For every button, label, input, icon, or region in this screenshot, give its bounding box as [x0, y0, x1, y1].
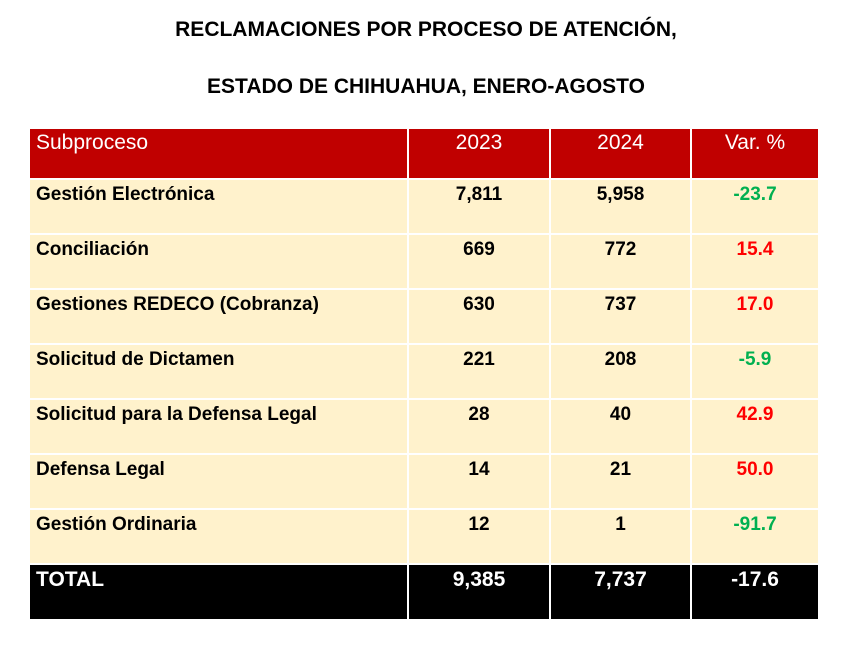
header-subproceso: Subproceso	[28, 127, 409, 180]
value-2023-cell: 669	[407, 233, 551, 290]
value-2023-cell: 14	[407, 453, 551, 510]
title-line-1: RECLAMACIONES POR PROCESO DE ATENCIÓN,	[175, 18, 677, 41]
subproceso-cell: Gestiones REDECO (Cobranza)	[28, 288, 409, 345]
table-row: Gestión Electrónica 7,811 5,958 -23.7	[28, 178, 820, 235]
value-2024-cell: 772	[549, 233, 692, 290]
value-2023-cell: 7,811	[407, 178, 551, 235]
variation-cell: 50.0	[690, 453, 820, 510]
value-2024-cell: 21	[549, 453, 692, 510]
value-2024-cell: 737	[549, 288, 692, 345]
variation-cell: 42.9	[690, 398, 820, 455]
table-row: Defensa Legal 14 21 50.0	[28, 453, 820, 510]
value-2024-cell: 40	[549, 398, 692, 455]
variation-cell: -5.9	[690, 343, 820, 400]
total-2023: 9,385	[407, 563, 551, 621]
subproceso-cell: Gestión Electrónica	[28, 178, 409, 235]
header-2023: 2023	[407, 127, 551, 180]
subproceso-cell: Gestión Ordinaria	[28, 508, 409, 565]
header-2024: 2024	[549, 127, 692, 180]
header-row: Subproceso 2023 2024 Var. %	[28, 127, 820, 180]
subproceso-cell: Conciliación	[28, 233, 409, 290]
total-label: TOTAL	[28, 563, 409, 621]
variation-cell: 17.0	[690, 288, 820, 345]
table-row: Gestiones REDECO (Cobranza) 630 737 17.0	[28, 288, 820, 345]
value-2023-cell: 630	[407, 288, 551, 345]
table-row: Solicitud para la Defensa Legal 28 40 42.9	[28, 398, 820, 455]
value-2023-cell: 28	[407, 398, 551, 455]
value-2024-cell: 5,958	[549, 178, 692, 235]
variation-cell: -23.7	[690, 178, 820, 235]
variation-cell: -91.7	[690, 508, 820, 565]
table-row: Solicitud de Dictamen 221 208 -5.9	[28, 343, 820, 400]
subproceso-cell: Solicitud de Dictamen	[28, 343, 409, 400]
claims-table: Subproceso 2023 2024 Var. % Gestión Elec…	[28, 127, 820, 621]
subproceso-cell: Solicitud para la Defensa Legal	[28, 398, 409, 455]
table-row: Conciliación 669 772 15.4	[28, 233, 820, 290]
header-var: Var. %	[690, 127, 820, 180]
value-2023-cell: 221	[407, 343, 551, 400]
total-2024: 7,737	[549, 563, 692, 621]
value-2024-cell: 1	[549, 508, 692, 565]
table-row: Gestión Ordinaria 12 1 -91.7	[28, 508, 820, 565]
value-2023-cell: 12	[407, 508, 551, 565]
value-2024-cell: 208	[549, 343, 692, 400]
variation-cell: 15.4	[690, 233, 820, 290]
total-var: -17.6	[690, 563, 820, 621]
title-line-2: ESTADO DE CHIHUAHUA, ENERO-AGOSTO	[207, 75, 645, 98]
total-row: TOTAL 9,385 7,737 -17.6	[28, 563, 820, 621]
subproceso-cell: Defensa Legal	[28, 453, 409, 510]
